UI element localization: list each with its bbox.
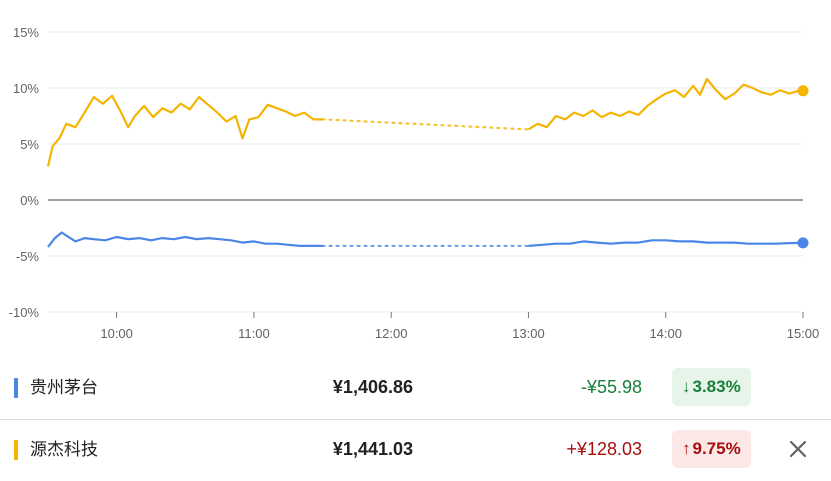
y-tick-label: 10% (13, 81, 39, 96)
arrow-down-icon: ↓ (682, 377, 691, 396)
stock-price: ¥1,406.86 (332, 377, 413, 397)
stock-change: +¥128.03 (566, 439, 642, 459)
percent-change-badge: ↑ 9.75% (672, 430, 751, 468)
y-tick-label: -10% (9, 305, 40, 320)
series-line-morning (47, 231, 323, 248)
y-tick-label: 15% (13, 25, 39, 40)
x-tick-label: 11:00 (238, 326, 270, 341)
stock-name: 贵州茅台 (30, 378, 98, 397)
percent-change-value: 9.75% (692, 439, 741, 458)
percent-change-value: 3.83% (692, 377, 741, 396)
x-axis-labels: 10:00 11:00 12:00 13:00 14:00 15:00 (100, 326, 819, 341)
y-tick-label: 5% (20, 137, 39, 152)
arrow-up-icon: ↑ (682, 439, 691, 458)
series-end-marker (797, 237, 809, 249)
close-icon (789, 440, 807, 458)
x-tick-label: 15:00 (787, 326, 820, 341)
stock-price: ¥1,441.03 (332, 439, 413, 459)
x-tick-label: 14:00 (649, 326, 682, 341)
stock-row-yuanjie[interactable]: 源杰科技 ¥1,441.03 +¥128.03 ↑ 9.75% (0, 419, 831, 480)
stock-row-moutai[interactable]: 贵州茅台 ¥1,406.86 -¥55.98 ↓ 3.83% (0, 358, 831, 418)
stock-change: -¥55.98 (580, 377, 642, 397)
grid-lines (48, 31, 804, 318)
x-tick-label: 10:00 (100, 326, 133, 341)
series-line-afternoon (528, 239, 804, 247)
y-axis-labels: 15% 10% 5% 0% -5% -10% (9, 25, 40, 320)
lunch-break-gap-line (321, 118, 530, 131)
stock-name: 源杰科技 (30, 440, 98, 459)
percent-change-badge: ↓ 3.83% (672, 368, 751, 406)
y-tick-label: 0% (20, 193, 39, 208)
remove-comparison-button[interactable] (785, 436, 811, 462)
x-tick-label: 13:00 (512, 326, 545, 341)
series-end-marker (797, 85, 809, 97)
series-line-afternoon (527, 77, 803, 131)
y-tick-label: -5% (16, 249, 40, 264)
series-color-bar (14, 378, 18, 398)
comparison-line-chart: 15% 10% 5% 0% -5% -10% 10:00 11:00 12:00 13:00 14… (9, 25, 820, 341)
series-line-morning (46, 94, 323, 167)
series-lines (46, 77, 809, 249)
x-tick-label: 12:00 (375, 326, 408, 341)
series-color-bar (14, 440, 18, 460)
